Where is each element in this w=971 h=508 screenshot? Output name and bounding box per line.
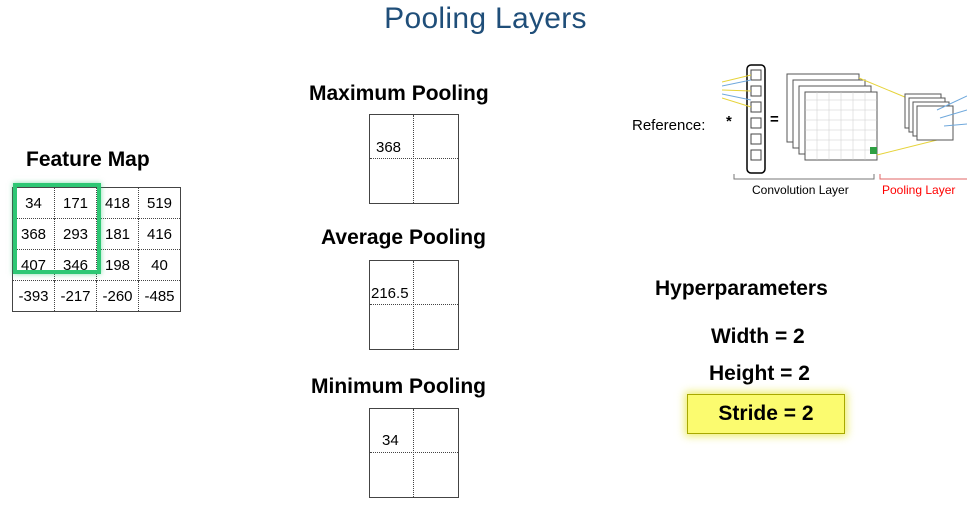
feature-map-grid: 34 171 418 519 368 293 181 416 407 346 1… [12,187,181,312]
feature-map-cell: 40 [138,249,181,281]
feature-map-cell: 346 [54,249,97,281]
page-title: Pooling Layers [384,2,587,35]
convolution-layer-label: Convolution Layer [752,183,849,197]
min-pooling-output: 34 [369,408,459,498]
reference-label: Reference: [632,117,706,134]
pooling-feature-maps [904,93,954,141]
feature-map-cell: 416 [138,218,181,250]
conv-output-cell [870,147,877,154]
table-row: 407 346 198 40 [12,249,181,281]
stride-param-highlight: Stride = 2 [687,394,845,434]
feature-map-cell: -393 [12,280,55,312]
convolution-grid-lines [805,92,877,160]
feature-map-cell: -217 [54,280,97,312]
feature-map-cell: 181 [96,218,139,250]
max-pooling-heading: Maximum Pooling [309,82,489,105]
table-row: 368 293 181 416 [12,218,181,250]
min-pooling-value: 34 [382,432,399,449]
feature-map-cell: 171 [54,187,97,219]
pool-bracket [879,174,967,180]
feature-map-cell: 198 [96,249,139,281]
height-param: Height = 2 [709,362,810,385]
min-pooling-heading: Minimum Pooling [311,375,486,398]
table-row: -393 -217 -260 -485 [12,280,181,312]
cnn-reference-diagram: * = [722,64,967,197]
feature-map-cell: 34 [12,187,55,219]
avg-pooling-heading: Average Pooling [321,226,486,249]
feature-map-cell: -260 [96,280,139,312]
feature-map-cell: 293 [54,218,97,250]
feature-map-heading: Feature Map [26,148,150,171]
conv-bracket [733,174,875,180]
pooling-window-highlight [13,183,101,274]
max-pooling-output: 368 [369,114,459,204]
kernel-connection-lines [722,74,752,108]
feature-map-cell: -485 [138,280,181,312]
max-pooling-value: 368 [376,139,402,156]
hyperparameters-heading: Hyperparameters [655,277,828,300]
feature-map-cell: 368 [12,218,55,250]
width-param: Width = 2 [711,325,805,348]
convolution-feature-maps [786,73,878,161]
feature-map-cell: 519 [138,187,181,219]
feature-map-cell: 407 [12,249,55,281]
stride-param: Stride = 2 [718,402,814,425]
pooling-layer-label: Pooling Layer [882,183,955,197]
equals-symbol: = [770,111,779,128]
asterisk-symbol: * [726,113,732,130]
avg-pooling-value: 216.5 [371,285,409,302]
feature-map-cell: 418 [96,187,139,219]
avg-pooling-output: 216.5 [369,260,459,350]
